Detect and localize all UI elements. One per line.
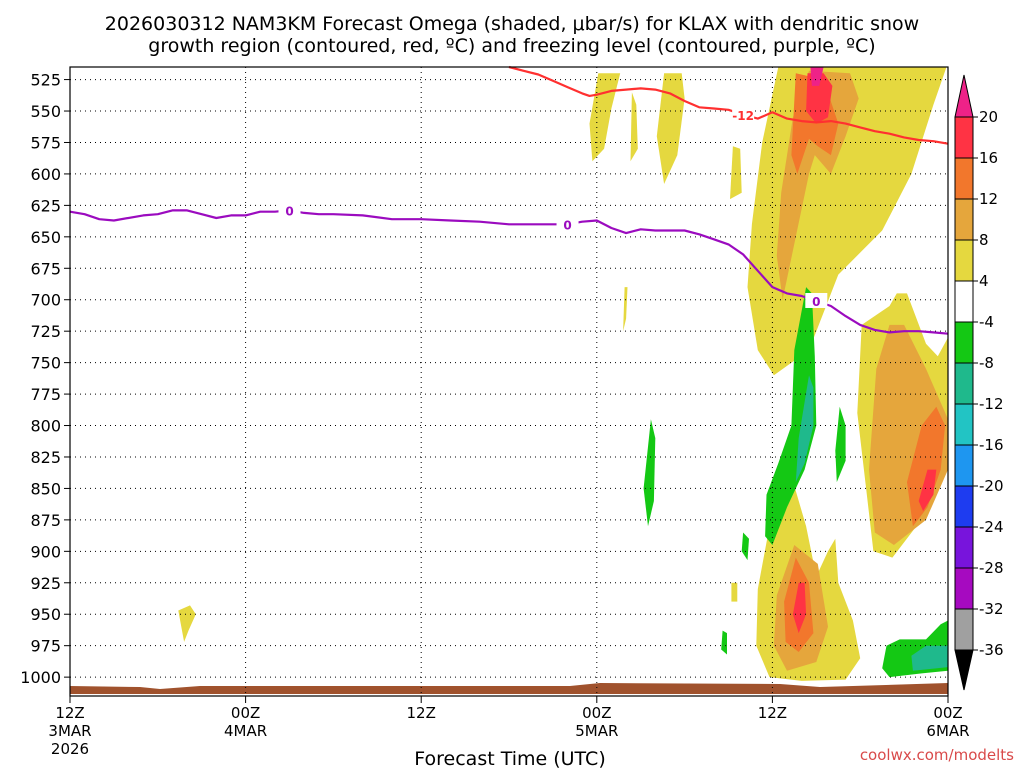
colorbar-box-7 [954, 403, 974, 446]
colorbar-box-3 [954, 239, 974, 282]
omega-region-4-2 [630, 92, 638, 162]
freezing-level-label-1: 0 [563, 218, 571, 232]
title-line-1: 2026030312 NAM3KM Forecast Omega (shaded… [105, 13, 919, 35]
y-tick-label-750: 750 [30, 354, 61, 373]
colorbar-box-8 [954, 444, 974, 487]
colorbar-label-7: -12 [979, 395, 1004, 413]
colorbar-label-4: 4 [979, 272, 989, 290]
colorbar-label-12: -32 [979, 600, 1004, 618]
y-tick-label-525: 525 [30, 71, 61, 90]
y-tick-label-1000: 1000 [20, 668, 61, 687]
colorbar-box-2 [954, 198, 974, 241]
colorbar-label-11: -28 [979, 559, 1004, 577]
x-tick-label-0: 12Z [55, 704, 84, 722]
x-tick-label-24: 12Z [407, 704, 436, 722]
contours: 0 0 0 -12 [69, 65, 949, 335]
omega-region-4-9 [178, 605, 196, 642]
omega-region--4-21 [835, 406, 846, 483]
omega-region--4-23 [741, 532, 749, 561]
colorbar-label-8: -16 [979, 436, 1004, 454]
colorbar-box-0 [954, 116, 974, 159]
colorbar-top-arrow [954, 74, 974, 118]
y-tick-label-900: 900 [30, 542, 61, 561]
colorbar-box-10 [954, 526, 974, 569]
colorbar-label-0: 20 [979, 108, 998, 126]
y-tick-label-950: 950 [30, 605, 61, 624]
x-tick-date-36: 5MAR [575, 722, 618, 740]
freezing-level-label-2: 0 [812, 295, 820, 309]
colorbar-box-12 [954, 608, 974, 651]
omega-region-4-3 [730, 146, 742, 200]
omega-region--4-22 [643, 419, 656, 527]
omega-region-4-0 [589, 73, 621, 162]
plot-frame [69, 66, 949, 697]
colorbar-box-5 [954, 321, 974, 364]
y-tick-label-875: 875 [30, 511, 61, 530]
colorbar-label-9: -20 [979, 477, 1004, 495]
omega-region-4-1 [656, 73, 685, 184]
freezing-level-label-0: 0 [285, 204, 293, 218]
omega-region--8-26 [795, 375, 814, 483]
x-tick-label-60: 00Z [933, 704, 962, 722]
dgz-contour-label-bg-0 [732, 106, 755, 122]
omega-region--4-20 [765, 287, 817, 545]
terrain-band [70, 683, 948, 694]
y-tick-label-775: 775 [30, 385, 61, 404]
omega-region-16-17 [918, 469, 937, 512]
y-tick-label-675: 675 [30, 259, 61, 278]
colorbar-label-13: -36 [979, 641, 1004, 659]
colorbar-box-6 [954, 362, 974, 405]
colorbar-box-1 [954, 157, 974, 200]
omega-region--8-27 [911, 645, 948, 671]
colorbar-label-1: 16 [979, 149, 998, 167]
x-tick-label-12: 00Z [231, 704, 260, 722]
x-tick-date-12: 4MAR [224, 722, 267, 740]
y-tick-label-550: 550 [30, 102, 61, 121]
y-tick-label-975: 975 [30, 637, 61, 656]
colorbar-box-4 [954, 280, 974, 323]
x-tick-date-0: 3MAR [48, 722, 91, 740]
colorbar-label-3: 8 [979, 231, 989, 249]
y-tick-label-725: 725 [30, 322, 61, 341]
omega-region-20-19 [810, 67, 824, 86]
y-tick-label-650: 650 [30, 228, 61, 247]
x-tick-date-60: 6MAR [926, 722, 969, 740]
colorbar-label-5: -4 [979, 313, 994, 331]
axes: 525 550 575 600 625 650 675 700 725 750 775 800 825 8… [20, 66, 970, 758]
y-tick-label-575: 575 [30, 133, 61, 152]
colorbar-label-2: 12 [979, 190, 998, 208]
dgz-contour-line [508, 65, 949, 145]
colorbar-label-6: -8 [979, 354, 994, 372]
y-tick-label-625: 625 [30, 196, 61, 215]
colorbar-box-11 [954, 567, 974, 610]
freezing-level-label-bg-0 [278, 202, 301, 218]
omega-region-4-5 [623, 287, 628, 332]
y-tick-label-600: 600 [30, 165, 61, 184]
omega-region--4-24 [721, 630, 727, 655]
omega-region-16-18 [792, 582, 807, 634]
freezing-level-label-bg-1 [556, 216, 579, 232]
colorbar-label-10: -24 [979, 518, 1004, 536]
omega-region-4-8 [731, 582, 738, 602]
x-tick-year-0: 2026 [51, 740, 89, 758]
x-tick-label-48: 12Z [758, 704, 787, 722]
colorbar-bottom-arrow [954, 649, 974, 691]
colorbar: 20 16 12 8 4 -4 -8 -12 -16 -20 -24 -28 -32 -36 [954, 74, 1004, 691]
credit-text: coolwx.com/modelts [860, 746, 1014, 764]
y-tick-label-800: 800 [30, 417, 61, 436]
x-axis-label: Forecast Time (UTC) [414, 748, 605, 768]
colorbar-box-9 [954, 485, 974, 528]
y-tick-label-850: 850 [30, 479, 61, 498]
freezing-level-label-bg-2 [805, 292, 828, 308]
omega-shading [178, 67, 948, 681]
omega-region-12-14 [907, 406, 946, 527]
title-line-2: growth region (contoured, red, ºC) and f… [148, 35, 875, 57]
y-tick-label-925: 925 [30, 574, 61, 593]
dgz-contour-label-0: -12 [732, 109, 754, 123]
terrain-layer [70, 683, 948, 694]
x-tick-label-36: 00Z [582, 704, 611, 722]
y-tick-label-825: 825 [30, 448, 61, 467]
y-tick-label-700: 700 [30, 291, 61, 310]
